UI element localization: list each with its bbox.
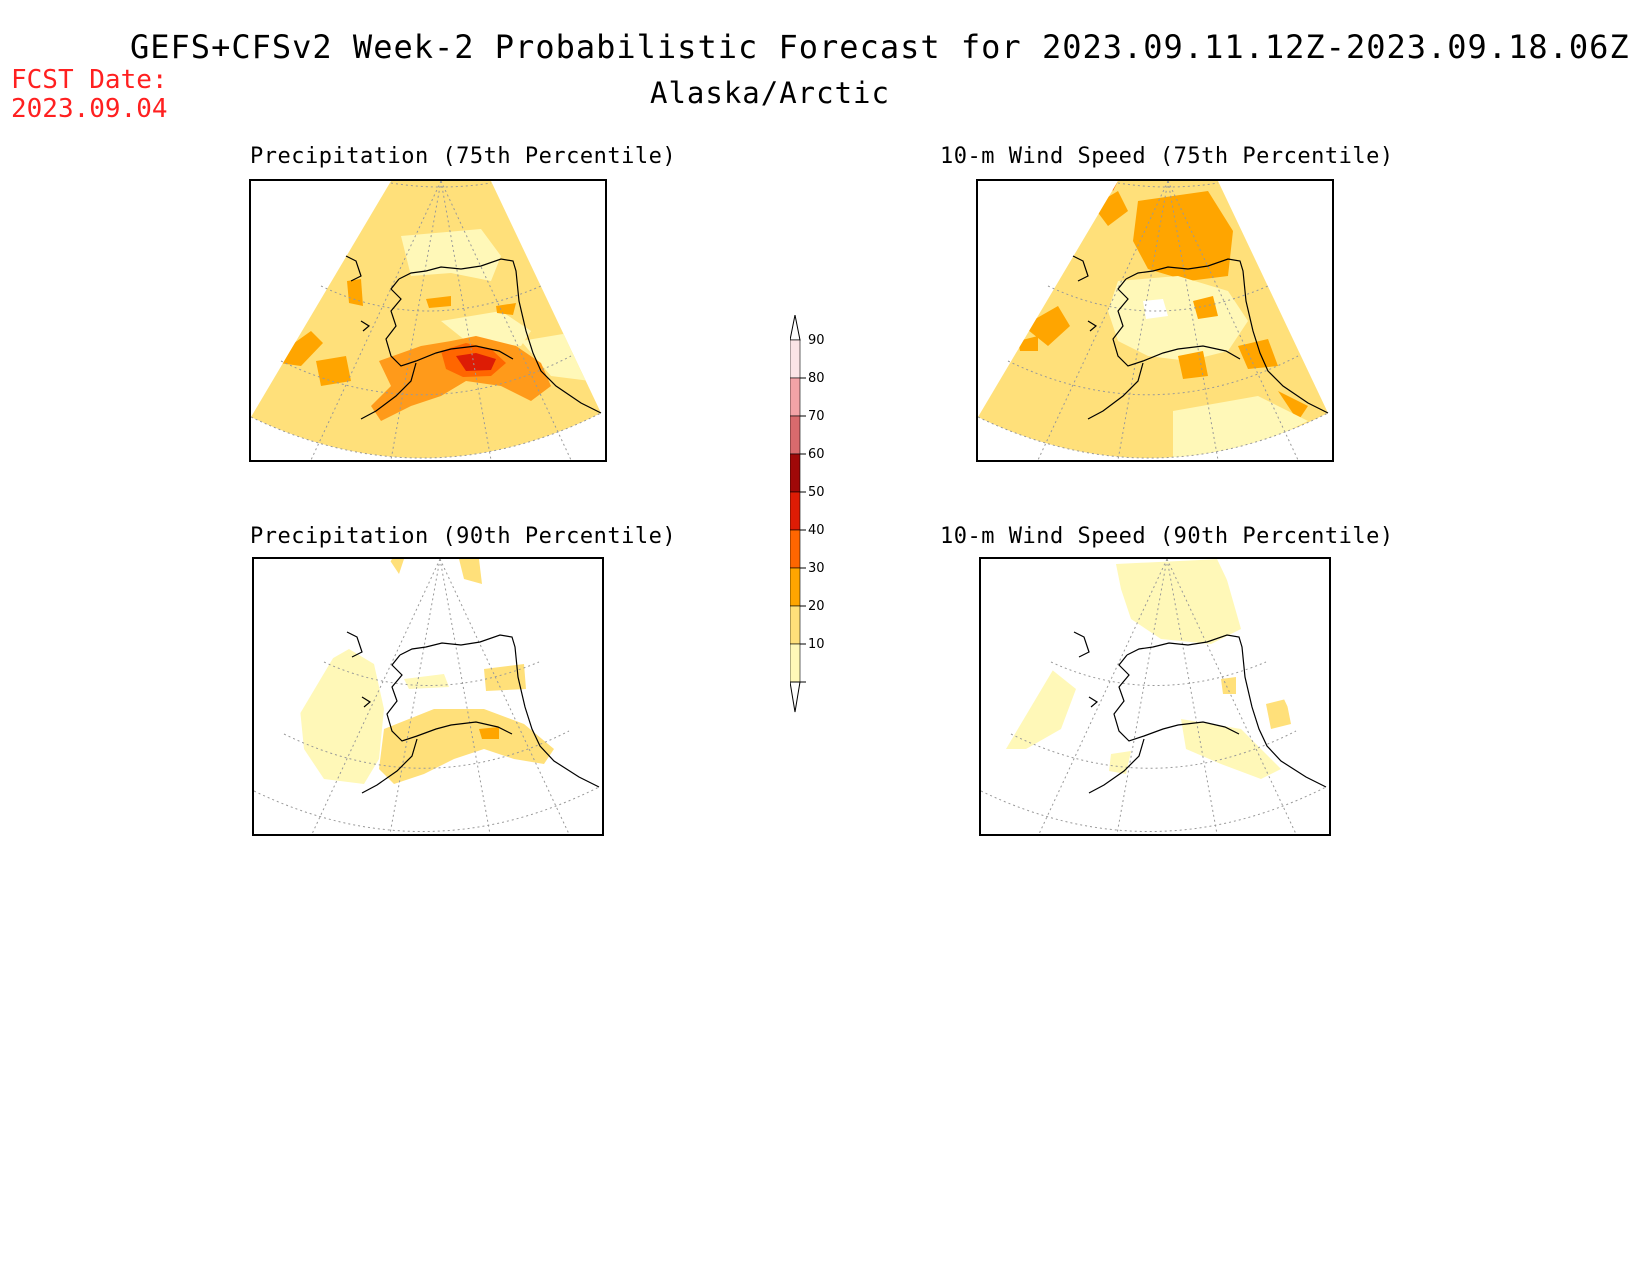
forecast-date-value: 2023.09.04 [11,94,168,124]
precip75-light-area-central [441,311,531,346]
precip90-light-west [299,649,384,784]
precip75-orange-patch-b [496,303,516,315]
colorbar-label-50: 50 [808,485,825,500]
precip75-orange-west [279,331,323,366]
precip90-base-none [254,559,599,832]
precip75-orange-patch-a [426,296,451,308]
precip75-red-core [456,353,496,371]
wind75-orange-north [1133,191,1233,281]
wind75-orange-west-a [1023,306,1070,346]
panel-title-precip-75: Precipitation (75th Percentile) [250,144,677,169]
wind90-yellow-interior [1221,677,1236,694]
wind75-orange-gulf [1178,351,1208,379]
wind75-orange-panhandle [1278,391,1308,421]
wind90-light-gulf [1181,719,1281,779]
precip75-orange-bering [316,356,351,386]
colorbar-swatch-60 [790,453,801,493]
precip90-yellow-gulf [379,709,554,784]
colorbar-swatch-90 [790,339,801,379]
colorbar-label-90: 90 [808,333,825,348]
wind90-coastline [1073,631,1327,794]
wind90-yellow-east [1266,699,1291,729]
panel-title-precip-90: Precipitation (90th Percentile) [250,524,677,549]
wind90-light-south [1109,751,1131,774]
wind75-orange-east [1238,339,1278,369]
colorbar-swatch-20 [790,605,801,645]
colorbar-label-20: 20 [808,599,825,614]
colorbar: 90 80 70 60 50 40 30 20 10 [790,315,825,713]
forecast-date-label: FCST Date: [11,65,168,95]
forecast-date-block: FCST Date: 2023.09.04 [11,66,168,124]
wind90-light-north [1116,559,1241,644]
colorbar-swatch-40 [790,529,801,569]
main-title: GEFS+CFSv2 Week-2 Probabilistic Forecast… [130,28,1630,66]
colorbar-label-10: 10 [808,637,825,652]
precip75-light-area-north [401,229,501,281]
colorbar-label-40: 40 [808,523,825,538]
colorbar-swatch-50 [790,491,801,531]
precip90-graticule [254,559,600,834]
map-wind-90 [979,557,1331,836]
precip90-coastline [346,631,600,794]
wind90-light-west [1001,669,1076,749]
colorbar-label-80: 80 [808,371,825,386]
region-subtitle: Alaska/Arctic [650,76,890,110]
map-precip-90 [252,557,604,836]
colorbar-top-arrow [790,315,801,341]
precip90-yellow-north [459,559,482,584]
precip75-orange-gulf [371,336,551,421]
colorbar-swatch-80 [790,377,801,417]
map-precip-75 [249,179,607,462]
wind75-orange-northwest [1093,191,1128,226]
precip90-yellow-northwest [389,559,404,574]
wind75-orange-interior [1193,296,1218,319]
colorbar-bottom-arrow [790,681,801,713]
precip75-graticule [251,181,602,460]
map-wind-75 [976,179,1334,462]
colorbar-swatch-10 [790,643,801,683]
panel-title-wind-75: 10-m Wind Speed (75th Percentile) [940,144,1394,169]
colorbar-label-60: 60 [808,447,825,462]
colorbar-swatch-30 [790,567,801,607]
panel-title-wind-90: 10-m Wind Speed (90th Percentile) [940,524,1394,549]
wind75-coastline [1072,255,1329,420]
precip75-coastline [345,255,602,420]
precip90-orange-spot [479,727,499,739]
wind75-light-south [1173,396,1308,459]
precip75-orange-north-west [347,279,363,306]
wind75-graticule [978,181,1329,460]
colorbar-label-30: 30 [808,561,825,576]
wind75-white-patch [1143,299,1168,319]
wind90-graticule [981,559,1327,834]
colorbar-swatch-70 [790,415,801,455]
precip90-light-central [404,674,449,689]
colorbar-label-70: 70 [808,409,825,424]
